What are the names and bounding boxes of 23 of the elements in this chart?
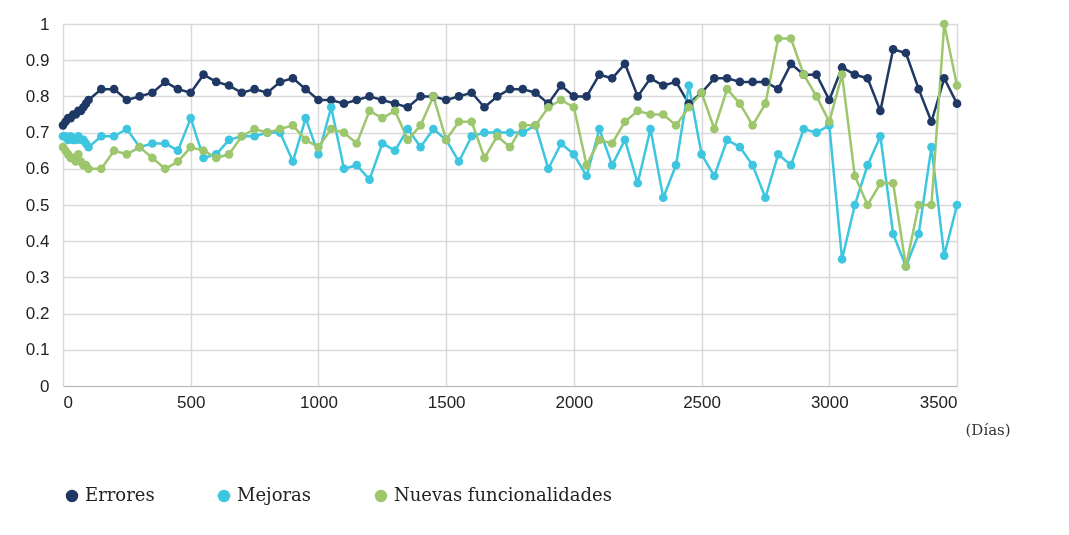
y-tick-label: 0.1 [25,340,50,360]
x-tick-label: 2000 [555,392,594,412]
legend-label: Errores [85,484,155,505]
y-tick-label: 0.7 [25,123,50,143]
x-tick-label: 500 [177,392,206,412]
y-tick-label: 0.5 [25,195,50,215]
y-tick-label: 0.3 [25,267,50,287]
x-tick-label: 3000 [810,392,849,412]
legend-label: Nuevas funcionalidades [394,484,612,505]
x-tick-label: 3500 [919,392,958,412]
y-tick-label: 0.2 [25,304,50,324]
y-tick-label: 0.6 [25,159,50,179]
x-axis-title: (Días) [965,420,1011,439]
y-tick-label: 0 [40,376,50,396]
y-tick-label: 0.8 [25,86,50,106]
y-tick-label: 1 [40,14,50,34]
x-tick-label: 0 [63,392,73,412]
legend-label: Mejoras [237,484,312,505]
x-tick-label: 2500 [683,392,721,412]
y-tick-label: 0.9 [25,50,50,70]
x-tick-label: 1000 [300,392,338,412]
y-tick-label: 0.4 [25,231,50,251]
x-tick-label: 1500 [427,392,466,412]
